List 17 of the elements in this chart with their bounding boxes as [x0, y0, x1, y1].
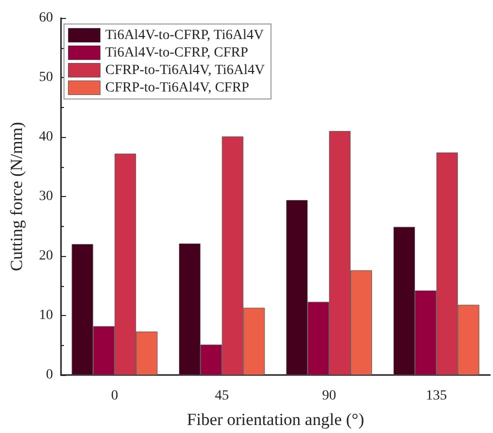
y-tick-label: 60 — [39, 10, 53, 26]
x-tick-label: 135 — [426, 388, 447, 404]
y-tick-label: 50 — [39, 70, 53, 85]
y-tick-label: 40 — [39, 130, 53, 144]
y-tick-label: 20 — [39, 248, 53, 264]
legend-label: Ti6Al4V-to-CFRP, Ti6Al4V — [105, 28, 264, 43]
legend-label: Ti6Al4V-to-CFRP, CFRP — [105, 45, 248, 60]
x-axis-title: Fiber orientation angle (°) — [186, 410, 364, 429]
y-axis-title: Cutting force (N/mm) — [7, 122, 26, 272]
y-tick-label: 30 — [39, 189, 53, 204]
x-tick-label: 0 — [111, 388, 118, 404]
y-tick-label: 10 — [39, 308, 53, 323]
legend-label: CFRP-to-Ti6Al4V, Ti6Al4V — [105, 62, 265, 78]
x-tick-label: 45 — [214, 388, 229, 404]
legend-label: CFRP-to-Ti6Al4V, CFRP — [105, 80, 250, 96]
y-tick-label: 0 — [46, 368, 53, 382]
x-tick-label: 90 — [322, 388, 336, 404]
